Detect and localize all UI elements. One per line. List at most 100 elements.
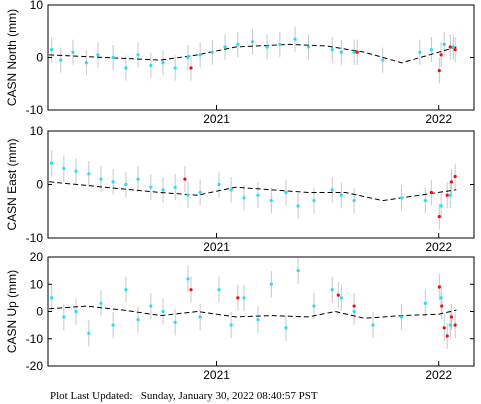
east-data-point: [173, 185, 177, 189]
up-x-tick-label: 2022: [425, 368, 452, 382]
up-data-point: [149, 304, 153, 308]
north-data-point: [236, 42, 240, 46]
north-data-point: [149, 63, 153, 67]
up-data-point: [339, 296, 343, 300]
east-data-point: [99, 177, 103, 181]
up-data-point: [124, 288, 128, 292]
east-x-tick-label: 2022: [425, 240, 452, 254]
east-data-point: [87, 172, 91, 176]
up-trend-line: [49, 305, 457, 319]
east-recent-point: [453, 174, 457, 179]
east-data-point: [198, 190, 202, 195]
up-panel: -20 -10 0 10 20 2021 2022 CASN Up (mm): [5, 250, 475, 382]
north-data-point: [198, 53, 202, 57]
up-data-point: [448, 323, 452, 327]
up-data-point: [74, 309, 78, 314]
east-data-point: [284, 190, 288, 195]
north-data-point: [306, 45, 311, 49]
east-data-point: [161, 188, 165, 192]
east-panel: -10 0 10 2021 2022 CASN East (mm): [5, 124, 475, 254]
footer-label: Plot Last Updated:: [50, 390, 133, 402]
up-data-point: [198, 315, 202, 319]
up-data-point: [423, 301, 427, 305]
east-data-point: [186, 193, 190, 197]
up-y-tick-label: -10: [26, 332, 44, 346]
up-data-point: [312, 304, 316, 308]
east-plot-frame: [47, 130, 475, 239]
east-x-tick-label: 2021: [203, 240, 230, 254]
north-data-point: [442, 42, 446, 46]
east-data-point: [136, 177, 140, 181]
up-data-point: [284, 326, 288, 330]
up-data-point: [439, 296, 443, 300]
up-data-point: [217, 288, 221, 292]
east-recent-point: [429, 190, 433, 195]
north-data-point: [352, 50, 356, 54]
north-panel: -10 0 10 2021 2022 CASN North (mm): [5, 0, 475, 126]
up-data-point: [173, 320, 177, 324]
east-data-point: [448, 193, 452, 197]
north-recent-point: [437, 69, 441, 73]
north-data-point: [173, 66, 177, 70]
north-data-point: [223, 45, 227, 49]
east-data-point: [217, 182, 221, 187]
up-recent-point: [449, 315, 454, 319]
east-data-point: [149, 185, 153, 189]
east-data-point: [62, 166, 66, 171]
north-data-point: [418, 50, 422, 54]
north-data-point: [265, 45, 269, 49]
east-y-tick-label: -10: [26, 231, 44, 245]
north-recent-point: [439, 53, 443, 57]
east-data-point: [439, 204, 443, 208]
north-data-point: [293, 37, 297, 41]
up-recent-point: [445, 334, 449, 338]
north-y-tick-label: 10: [30, 0, 44, 12]
north-data-point: [451, 45, 455, 49]
north-data-point: [136, 53, 140, 57]
up-y-tick-label: -20: [26, 359, 44, 373]
north-data-point: [330, 48, 334, 52]
up-y-tick-label: 0: [36, 305, 43, 319]
north-data-point: [339, 50, 343, 54]
north-data-point: [186, 55, 190, 60]
north-data-point: [210, 50, 214, 54]
up-data-point: [50, 296, 54, 300]
up-plot-frame: [47, 256, 475, 367]
up-recent-point: [437, 285, 441, 289]
east-data-point: [229, 188, 233, 192]
up-data-point: [229, 323, 233, 327]
east-data-point: [330, 188, 334, 192]
north-y-tick-label: 0: [36, 51, 43, 65]
east-data-point: [399, 196, 404, 200]
up-data-point: [87, 331, 91, 335]
east-data-point: [269, 198, 273, 203]
east-data-point: [339, 193, 343, 197]
up-recent-point: [440, 304, 444, 308]
up-y-axis-label: CASN Up (mm): [5, 270, 19, 353]
north-data-point: [111, 55, 115, 60]
north-recent-point: [189, 66, 193, 70]
up-data-point: [62, 315, 66, 319]
north-data-point: [50, 48, 54, 52]
up-data-point: [99, 301, 103, 305]
east-trend-line: [49, 181, 457, 202]
up-recent-point: [442, 326, 446, 330]
north-x-tick-label: 2022: [425, 112, 452, 126]
north-trend-line: [49, 43, 457, 64]
up-data-point: [399, 315, 404, 319]
up-data-point: [111, 323, 115, 327]
up-recent-point: [236, 296, 240, 300]
north-data-point: [381, 58, 385, 62]
east-data-point: [296, 204, 300, 208]
east-y-tick-label: 10: [30, 124, 44, 138]
north-plot-frame: [47, 4, 475, 111]
up-data-point: [136, 318, 140, 322]
up-data-point: [352, 309, 356, 314]
east-data-point: [352, 198, 356, 203]
up-recent-point: [352, 304, 356, 308]
north-x-tick-label: 2021: [203, 112, 230, 126]
east-data-point: [74, 169, 78, 173]
north-data-point: [124, 66, 128, 70]
up-data-point: [242, 296, 246, 300]
east-data-point: [256, 193, 260, 197]
